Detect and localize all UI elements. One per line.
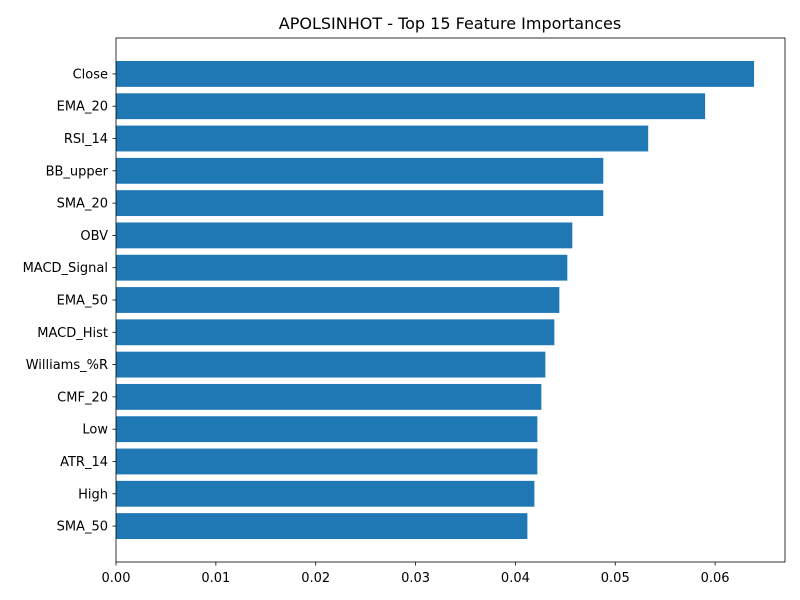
bar-cmf-20 [116,383,542,410]
bar-obv [116,222,573,249]
x-tick-label: 0.00 [102,571,131,586]
y-axis-ticks: Close EMA_20 RSI_14 BB_upper SMA_20 OBV MACD_S… [23,67,116,535]
bar-williams-r [116,351,546,378]
bar-sma-20 [116,190,604,217]
y-tick-label-macd-signal: MACD_Signal [23,261,108,276]
y-tick-label-obv: OBV [80,229,108,244]
bar-close [116,61,755,87]
y-tick-label-low: Low [82,423,108,438]
bar-macd-signal [116,254,568,281]
y-tick-label-rsi-14: RSI_14 [64,132,108,147]
bar-sma-50 [116,513,528,539]
bar-ema-50 [116,287,560,313]
y-tick-label-cmf-20: CMF_20 [57,390,108,405]
chart-title: APOLSINHOT - Top 15 Feature Importances [279,14,621,33]
plot-frame [115,37,786,563]
y-tick-label-high: High [78,487,108,502]
x-tick-label: 0.04 [501,571,530,586]
y-tick-label-close: Close [73,67,108,82]
y-tick-label-ema-50: EMA_50 [57,294,108,309]
x-tick-label: 0.01 [201,571,230,586]
bar-atr-14 [116,448,538,475]
bar-ema-20 [116,93,706,120]
x-tick-label: 0.05 [601,571,630,586]
bar-low [116,416,538,443]
bar-high [116,480,535,507]
y-tick-label-bb-upper: BB_upper [46,164,109,179]
bar-macd-hist [116,319,555,346]
y-tick-label-williams-r: Williams_%R [26,358,108,373]
y-tick-label-ema-20: EMA_20 [57,100,108,115]
x-tick-label: 0.06 [701,571,730,586]
x-tick-label: 0.02 [301,571,330,586]
y-tick-label-atr-14: ATR_14 [60,455,108,470]
bar-bb-upper [116,157,604,184]
y-tick-label-macd-hist: MACD_Hist [37,326,108,341]
bars-group [116,61,755,539]
x-axis-ticks: 0.00 0.01 0.02 0.03 0.04 0.05 0.06 [102,562,730,586]
bar-rsi-14 [116,125,649,152]
x-tick-label: 0.03 [401,571,430,586]
y-tick-label-sma-50: SMA_50 [57,520,108,535]
y-tick-label-sma-20: SMA_20 [57,197,108,212]
